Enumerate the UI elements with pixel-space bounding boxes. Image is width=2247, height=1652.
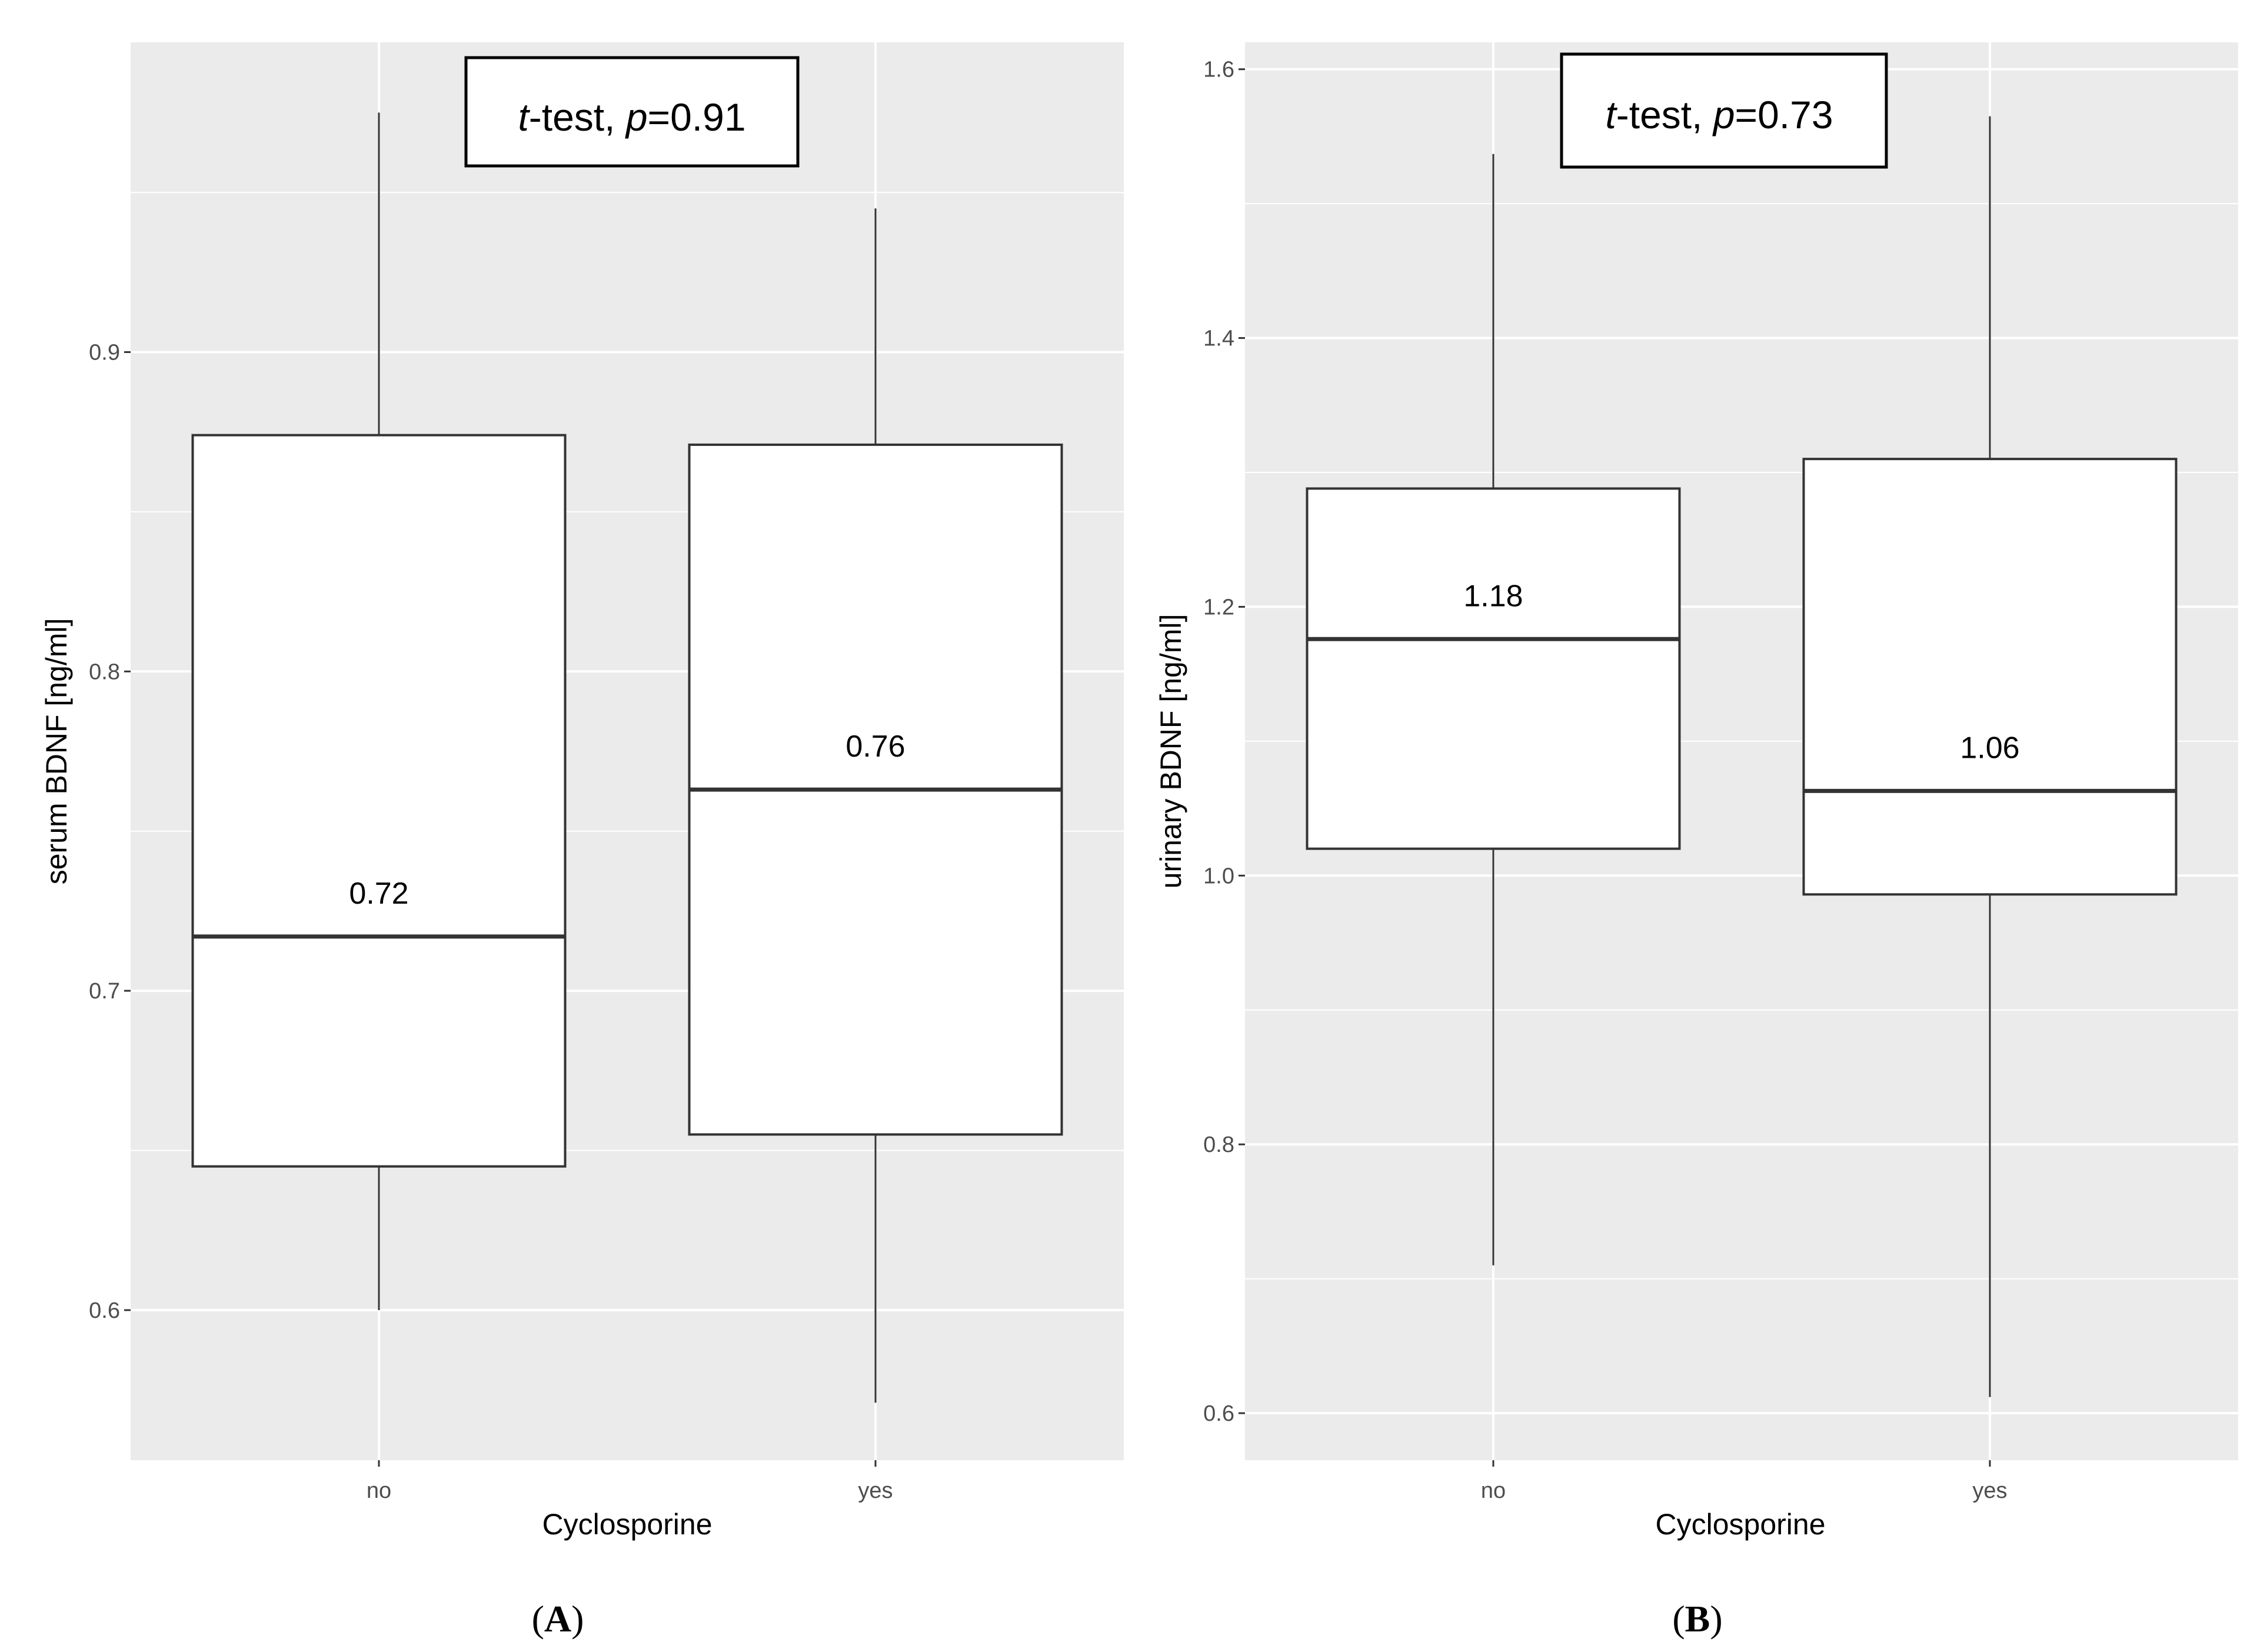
panel-label-open: ( bbox=[532, 1598, 544, 1640]
y-axis-label: urinary BDNF [ng/ml] bbox=[1154, 614, 1187, 889]
annotation-test: -test, bbox=[529, 95, 626, 139]
x-tick-label: no bbox=[1481, 1478, 1506, 1503]
x-tick-label: yes bbox=[1972, 1478, 2007, 1503]
y-tick-label: 0.8 bbox=[89, 660, 120, 684]
y-tick-label: 1.0 bbox=[1203, 864, 1234, 888]
median-label: 1.18 bbox=[1463, 579, 1523, 613]
panel-label-open: ( bbox=[1672, 1598, 1685, 1640]
annotation-text: t-test, p=0.73 bbox=[1605, 93, 1833, 136]
box-no: 0.72 bbox=[191, 112, 567, 1310]
median-label: 0.76 bbox=[845, 730, 905, 764]
annotation-frame bbox=[1560, 52, 1888, 169]
panel-label-close: ) bbox=[1710, 1598, 1722, 1640]
y-tick-label: 1.4 bbox=[1203, 327, 1234, 351]
boxes: 1.18 1.06 bbox=[1306, 116, 2178, 1397]
x-axis: no yes bbox=[367, 1460, 893, 1503]
annotation-p: p bbox=[625, 95, 648, 139]
annotation-text: t-test, p=0.91 bbox=[518, 95, 745, 139]
x-tick-label: yes bbox=[858, 1478, 893, 1503]
box-yes: 1.06 bbox=[1802, 116, 2178, 1397]
annotation-value: =0.91 bbox=[648, 95, 746, 139]
panel-label-close: ) bbox=[571, 1598, 584, 1640]
y-tick-label: 0.7 bbox=[89, 979, 120, 1004]
y-tick-label: 0.9 bbox=[89, 341, 120, 365]
box-no: 1.18 bbox=[1306, 154, 1681, 1265]
annotation-p: p bbox=[1712, 93, 1735, 136]
annotation-t: t bbox=[518, 95, 530, 139]
annotation-box: t-test, p=0.73 bbox=[1560, 52, 1888, 169]
y-tick-label: 0.6 bbox=[89, 1298, 120, 1323]
panel-label: (A) bbox=[532, 1598, 584, 1640]
y-tick-label: 1.6 bbox=[1203, 58, 1234, 82]
annotation-frame bbox=[464, 56, 800, 168]
panel-label-letter: B bbox=[1685, 1598, 1710, 1640]
annotation-box: t-test, p=0.91 bbox=[464, 56, 800, 168]
median-label: 0.72 bbox=[349, 877, 408, 911]
boxes: 0.72 0.76 bbox=[191, 112, 1063, 1403]
panel-label-letter: A bbox=[544, 1598, 571, 1640]
y-axis: 0.6 0.8 1.0 1.2 1.4 1.6 bbox=[1203, 58, 1245, 1426]
panel-label: (B) bbox=[1672, 1598, 1722, 1640]
x-axis-label: Cyclosporine bbox=[542, 1508, 712, 1541]
y-axis-label: serum BDNF [ng/ml] bbox=[40, 618, 73, 885]
panel-b: 1.18 1.06 0.6 0.8 1.0 1.2 1.4 1.6 no yes urinar… bbox=[1154, 42, 2238, 1640]
annotation-test: -test, bbox=[1616, 93, 1713, 136]
box-iqr bbox=[1802, 458, 2178, 896]
x-axis: no yes bbox=[1481, 1460, 2008, 1503]
panel-a: 0.72 0.76 0.6 0.7 0.8 0.9 no yes serum BDNF [… bbox=[40, 42, 1124, 1640]
box-iqr bbox=[1306, 487, 1681, 850]
x-tick-label: no bbox=[367, 1478, 391, 1503]
median-label: 1.06 bbox=[1960, 731, 2019, 765]
annotation-value: =0.73 bbox=[1735, 93, 1833, 136]
x-axis-label: Cyclosporine bbox=[1655, 1508, 1825, 1541]
box-yes: 0.76 bbox=[688, 208, 1063, 1403]
y-axis: 0.6 0.7 0.8 0.9 bbox=[89, 341, 131, 1323]
y-tick-label: 0.6 bbox=[1203, 1401, 1234, 1426]
annotation-t: t bbox=[1605, 93, 1617, 136]
box-iqr bbox=[191, 434, 567, 1168]
y-tick-label: 1.2 bbox=[1203, 595, 1234, 620]
y-tick-label: 0.8 bbox=[1203, 1133, 1234, 1157]
